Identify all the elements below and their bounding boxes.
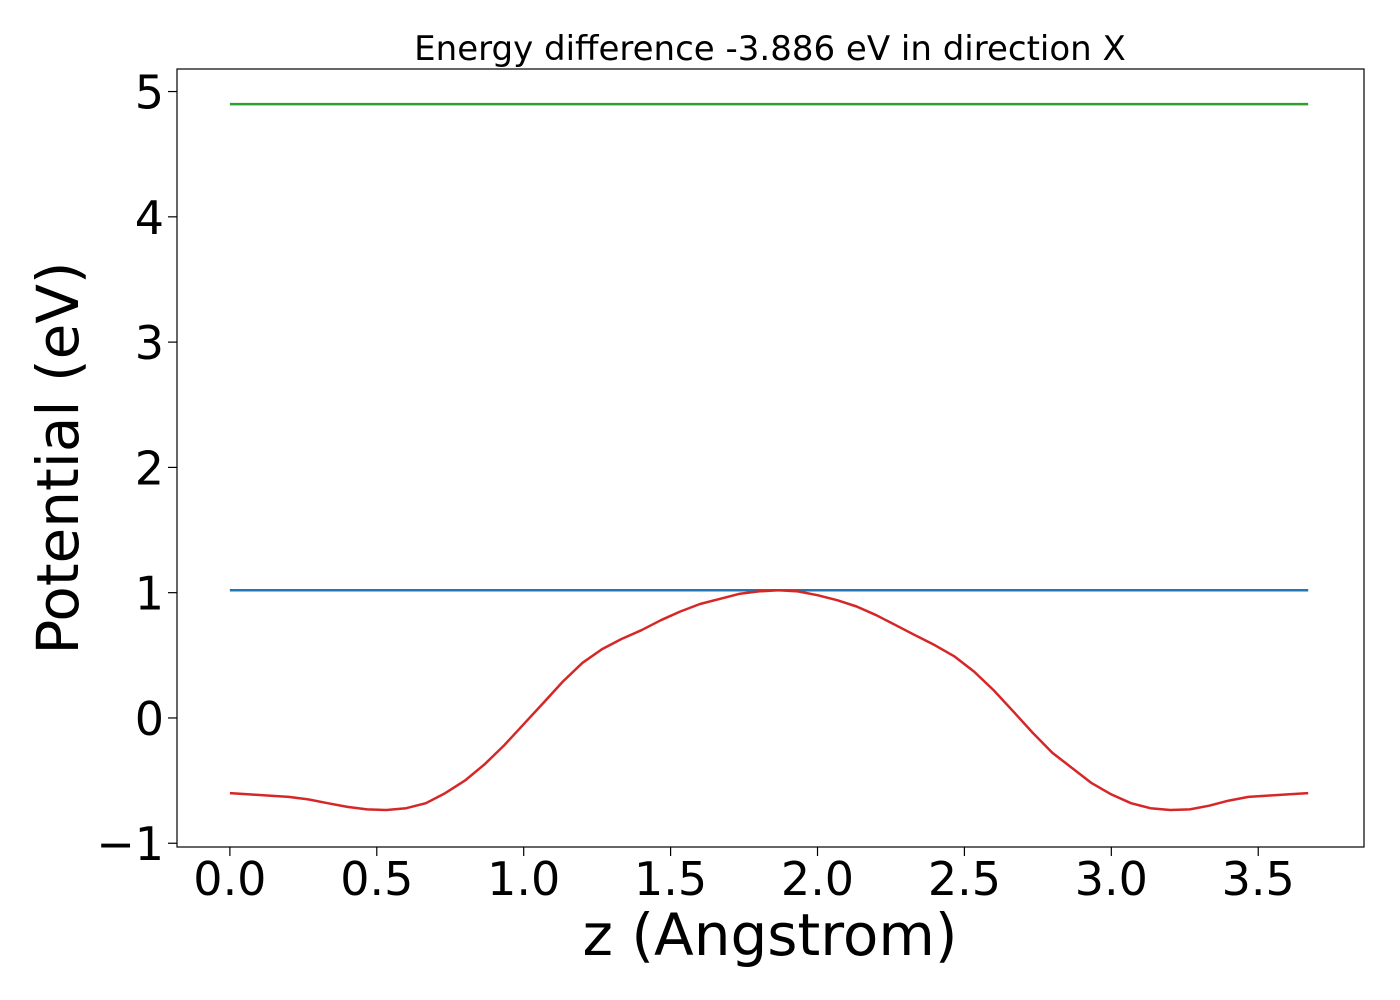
- y-tick-label: 3: [135, 316, 164, 370]
- x-tick-label: 1.0: [487, 852, 560, 906]
- y-tick-label: 4: [135, 191, 164, 245]
- y-tick-label: 2: [135, 441, 164, 495]
- x-tick-label: 0.5: [340, 852, 413, 906]
- y-tick-label: 5: [135, 66, 164, 120]
- y-axis-ticks: −1 0 1 2 3 4 5: [96, 66, 177, 871]
- series-layer: [229, 102, 1309, 812]
- series-line-3: [229, 588, 1309, 812]
- x-tick-label: 1.5: [634, 852, 707, 906]
- x-tick-label: 0.0: [193, 852, 266, 906]
- chart-title: Energy difference -3.886 eV in direction…: [414, 29, 1126, 69]
- y-tick-label: 0: [135, 692, 164, 746]
- y-axis-label: Potential (eV): [24, 261, 92, 654]
- x-axis-ticks: 0.0 0.5 1.0 1.5 2.0 2.5 3.0 3.5: [193, 847, 1295, 906]
- x-axis-label: z (Angstrom): [583, 901, 958, 969]
- x-tick-label: 2.0: [781, 852, 854, 906]
- plot-frame: [176, 68, 1365, 848]
- x-tick-label: 3.0: [1075, 852, 1148, 906]
- x-tick-label: 3.5: [1222, 852, 1295, 906]
- y-tick-label: −1: [96, 817, 164, 871]
- y-tick-label: 1: [135, 567, 164, 621]
- x-tick-label: 2.5: [928, 852, 1001, 906]
